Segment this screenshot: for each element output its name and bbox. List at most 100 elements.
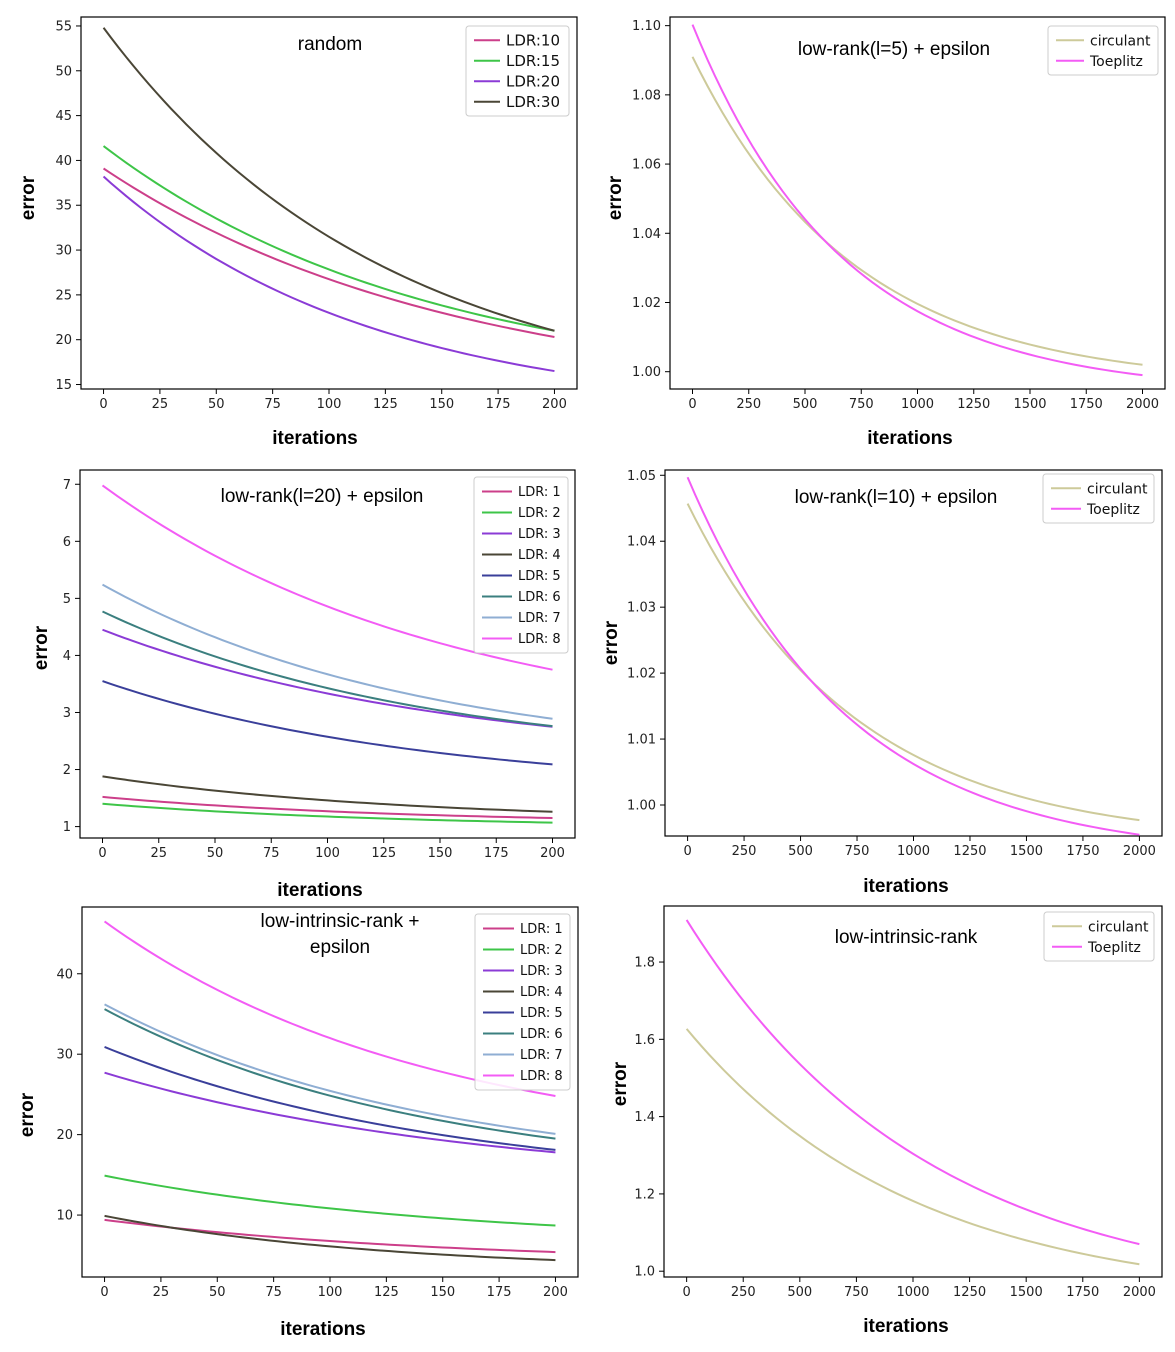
chart-title: low-rank(l=20) + epsilon: [221, 486, 424, 507]
y-tick-label: 1.8: [634, 956, 655, 971]
y-axis-title: error: [17, 1092, 38, 1137]
x-tick-label: 50: [207, 846, 224, 861]
y-tick-label: 1.00: [627, 799, 656, 814]
chart-title: low-intrinsic-rank +: [261, 911, 420, 932]
series-line-ldr-5: [104, 1046, 556, 1151]
x-tick-label: 200: [543, 1285, 568, 1300]
legend-label: LDR: 3: [520, 964, 563, 979]
x-tick-label: 1250: [953, 1285, 986, 1300]
y-tick-label: 1.04: [627, 535, 656, 550]
y-tick-label: 1.01: [627, 733, 656, 748]
x-tick-label: 50: [209, 1285, 226, 1300]
y-tick-label: 1.04: [632, 227, 661, 242]
y-axis-title: error: [610, 1061, 631, 1106]
y-tick-label: 1.06: [632, 158, 661, 173]
x-tick-label: 0: [683, 844, 691, 859]
chart-title: low-rank(l=5) + epsilon: [798, 39, 990, 60]
y-tick-label: 10: [56, 1209, 73, 1224]
x-tick-label: 1500: [1010, 1285, 1043, 1300]
legend: circulant Toeplitz: [1047, 25, 1159, 76]
legend-label: LDR: 1: [520, 922, 563, 937]
series-line-ldr-3: [102, 628, 553, 728]
y-tick-label: 1.6: [634, 1033, 655, 1048]
chart-panel-4: 0 250 500 750 1000 1250 1500 1750 2000 1.00 1.01 1.…: [601, 469, 1163, 897]
legend: LDR: 1 LDR: 2 LDR: 3 LDR: 4 LDR: 5 LDR: 6 LDR:…: [473, 476, 569, 654]
x-tick-label: 150: [429, 397, 454, 412]
y-tick-label: 1.03: [627, 601, 656, 616]
y-tick-label: 1.02: [632, 296, 661, 311]
legend-box: [473, 476, 569, 654]
series-line-ldr-1: [102, 795, 553, 820]
series-line-ldr-2: [102, 802, 553, 824]
y-axis-title: error: [601, 620, 622, 665]
series-line-toeplitz: [685, 919, 1140, 1246]
x-axis-title: iterations: [280, 1319, 366, 1340]
y-tick-label: 1.2: [634, 1187, 655, 1202]
series-line-circulant: [685, 1028, 1140, 1266]
x-tick-label: 125: [371, 846, 396, 861]
x-tick-label: 175: [486, 397, 511, 412]
x-tick-label: 25: [153, 1285, 170, 1300]
legend-label: LDR: 4: [520, 985, 563, 1000]
legend-label: LDR: 2: [520, 943, 563, 958]
series-line-ldr-20: [102, 175, 555, 373]
y-axis-title: error: [605, 175, 626, 220]
y-tick-label: 1.00: [632, 365, 661, 380]
x-tick-label: 150: [430, 1285, 455, 1300]
y-tick-label: 1.08: [632, 88, 661, 103]
chart-panel-1: 0 25 50 75 100 125 150 175 200 15 20 25 30 35 40 45 50 55…: [18, 16, 578, 449]
chart-panel-6: 0 250 500 750 1000 1250 1500 1750 2000 1.0 1.2 1.4 1…: [610, 905, 1163, 1337]
legend-box: [1047, 25, 1159, 76]
x-tick-label: 125: [373, 397, 398, 412]
series-line-ldr-4: [102, 775, 553, 813]
legend-label: Toeplitz: [1089, 54, 1143, 70]
x-tick-label: 175: [484, 846, 509, 861]
chart-title: low-rank(l=10) + epsilon: [795, 487, 998, 508]
y-tick-label: 1.10: [632, 19, 661, 34]
legend: LDR: 1 LDR: 2 LDR: 3 LDR: 4 LDR: 5 LDR: 6 LDR:…: [474, 913, 571, 1091]
x-axis-title: iterations: [863, 876, 949, 897]
legend-label: LDR: 5: [520, 1006, 563, 1021]
legend-label: LDR: 8: [520, 1069, 563, 1084]
y-tick-label: 3: [63, 706, 71, 721]
series-line-toeplitz: [686, 476, 1140, 836]
y-tick-label: 20: [56, 1128, 73, 1143]
legend: circulant Toeplitz: [1043, 911, 1155, 962]
series-line-ldr-15: [102, 145, 555, 332]
legend: circulant Toeplitz: [1042, 473, 1155, 524]
x-tick-label: 150: [428, 846, 453, 861]
x-tick-label: 25: [152, 397, 169, 412]
y-tick-label: 15: [55, 378, 72, 393]
y-tick-label: 7: [63, 478, 71, 493]
x-tick-label: 0: [98, 846, 106, 861]
y-tick-label: 35: [55, 199, 72, 214]
x-tick-label: 75: [263, 846, 280, 861]
y-tick-label: 1.05: [627, 469, 656, 484]
series-line-ldr-5: [102, 680, 553, 766]
series-line-ldr-2: [104, 1174, 556, 1227]
y-tick-label: 1.02: [627, 667, 656, 682]
x-tick-label: 2000: [1123, 1285, 1156, 1300]
x-tick-label: 2000: [1123, 844, 1156, 859]
legend-box: [474, 913, 571, 1091]
x-tick-label: 500: [793, 397, 818, 412]
x-axis-title: iterations: [863, 1316, 949, 1337]
legend-label: LDR:15: [506, 52, 560, 70]
chart-title: epsilon: [310, 937, 370, 958]
x-tick-label: 500: [787, 1285, 812, 1300]
series-line-ldr-30: [102, 27, 555, 332]
y-tick-label: 1: [63, 820, 71, 835]
legend-box: [1043, 911, 1155, 962]
x-tick-label: 250: [731, 1285, 756, 1300]
series-line-ldr-7: [104, 1003, 556, 1135]
x-tick-label: 2000: [1126, 397, 1159, 412]
x-tick-label: 1250: [957, 397, 990, 412]
series-line-ldr-10: [102, 167, 555, 338]
legend-box: [1042, 473, 1155, 524]
chart-panel-2: 0 250 500 750 1000 1250 1500 1750 2000 1.00 1.02 1.…: [605, 16, 1166, 449]
legend-label: LDR:10: [506, 32, 560, 50]
series-line-toeplitz: [691, 24, 1143, 377]
plot-area: [664, 469, 1163, 837]
x-tick-label: 0: [688, 397, 696, 412]
x-tick-label: 1250: [953, 844, 986, 859]
